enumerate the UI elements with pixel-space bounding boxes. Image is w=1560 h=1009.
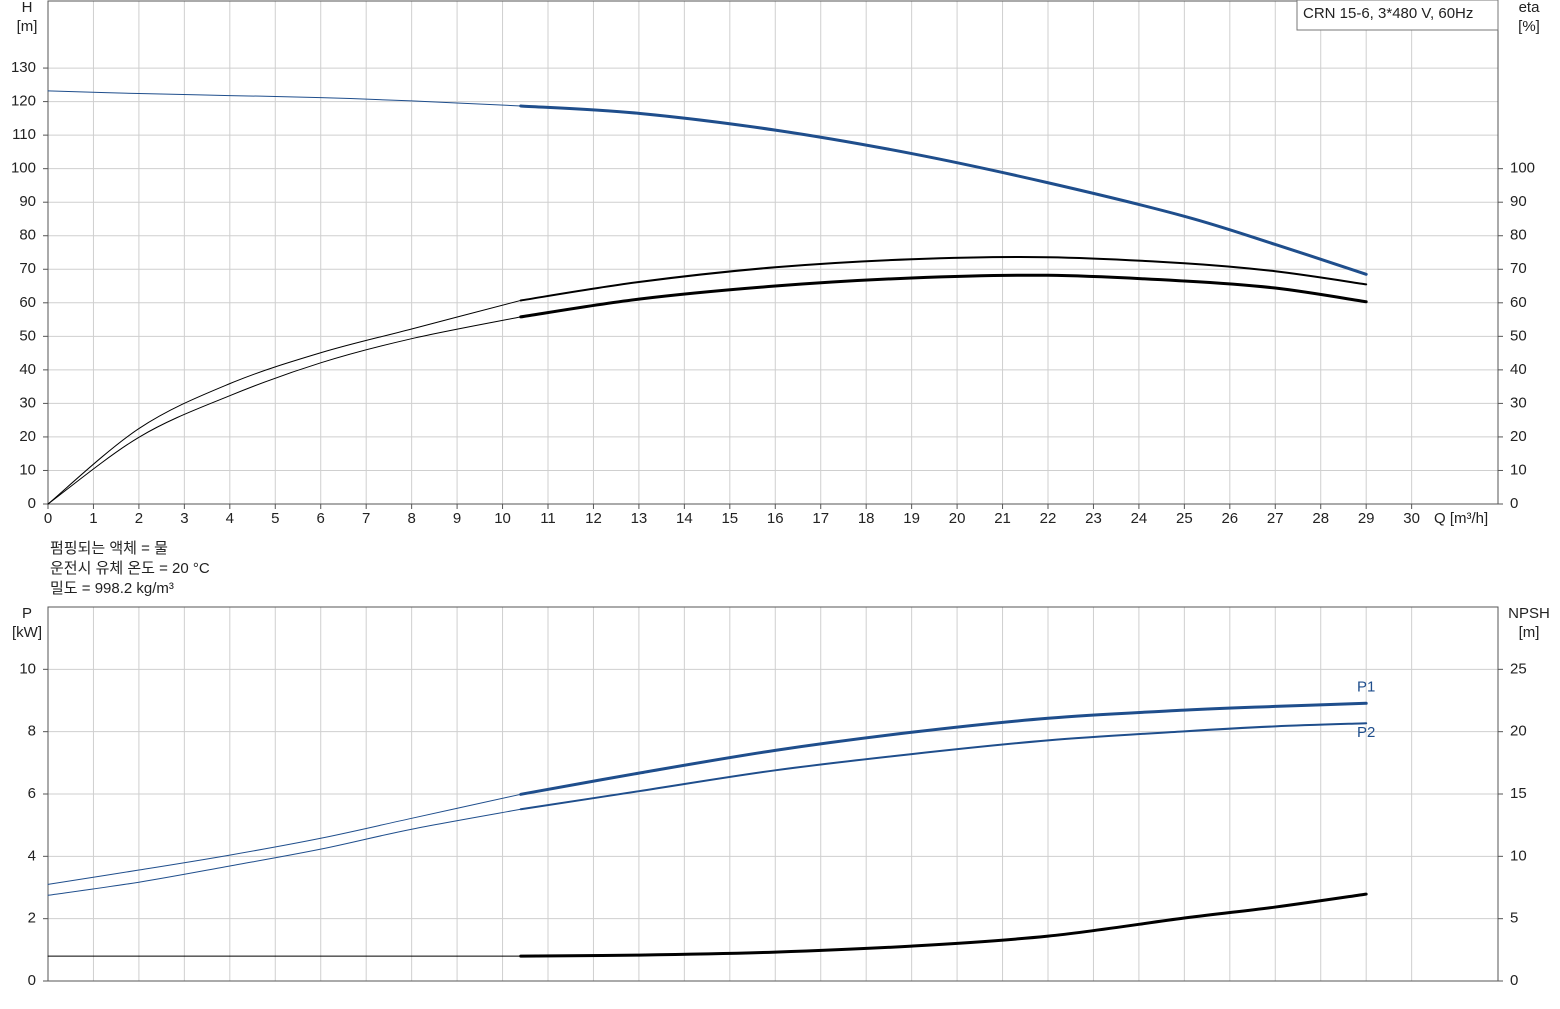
x-tick-label: 9	[453, 510, 461, 527]
curve	[519, 892, 1368, 958]
x-tick-label: 26	[1221, 510, 1238, 527]
x-tick-label: 19	[903, 510, 920, 527]
y-tick-label: 6	[28, 785, 36, 802]
y-axis-title: P	[22, 605, 32, 622]
x-tick-label: 6	[317, 510, 325, 527]
x-tick-label: 3	[180, 510, 188, 527]
x-tick-label: 16	[767, 510, 784, 527]
y2-tick-label: 5	[1510, 910, 1518, 927]
y-tick-label: 50	[19, 327, 36, 344]
curve	[47, 808, 522, 896]
x-tick-label: 15	[721, 510, 738, 527]
x-tick-label: 0	[44, 510, 52, 527]
y2-tick-label: 25	[1510, 660, 1527, 677]
y-tick-label: 10	[19, 660, 36, 677]
x-axis-title: Q [m³/h]	[1434, 510, 1488, 527]
y-tick-label: 0	[28, 495, 36, 512]
y-tick-label: 4	[28, 847, 36, 864]
y2-tick-label: 20	[1510, 428, 1527, 445]
plot-frame	[47, 606, 1499, 982]
y-tick-label: 110	[12, 126, 36, 143]
x-tick-label: 24	[1131, 510, 1148, 527]
x-tick-label: 22	[1040, 510, 1057, 527]
plot-frame	[47, 0, 1499, 505]
y2-tick-label: 20	[1510, 723, 1527, 740]
series-label: P2	[1357, 724, 1375, 741]
x-tick-label: 10	[494, 510, 511, 527]
y-tick-label: 100	[11, 160, 36, 177]
curve	[47, 90, 522, 107]
condition-text: 밀도 = 998.2 kg/m³	[50, 580, 174, 597]
y2-tick-label: 10	[1510, 847, 1527, 864]
x-tick-label: 17	[812, 510, 829, 527]
condition-text: 운전시 유체 온도 = 20 °C	[50, 560, 210, 577]
curve	[519, 104, 1368, 276]
y-axis-unit: [m]	[17, 18, 38, 35]
y2-tick-label: 50	[1510, 327, 1527, 344]
y-tick-label: 20	[19, 428, 36, 445]
y-tick-label: 80	[19, 227, 36, 244]
legend-box	[1296, 0, 1499, 31]
y2-axis-unit: [%]	[1518, 18, 1540, 35]
y-tick-label: 70	[19, 260, 36, 277]
y2-tick-label: 70	[1510, 260, 1527, 277]
y2-tick-label: 80	[1510, 227, 1527, 244]
legend-text: CRN 15-6, 3*480 V, 60Hz	[1303, 5, 1473, 22]
y2-axis-title: eta	[1519, 0, 1541, 16]
x-tick-label: 13	[631, 510, 648, 527]
y2-axis-unit: [m]	[1519, 624, 1540, 641]
curve	[47, 316, 522, 505]
condition-text: 펌핑되는 액체 = 물	[50, 540, 168, 557]
y-tick-label: 130	[11, 59, 36, 76]
y2-tick-label: 10	[1510, 461, 1527, 478]
y2-tick-label: 0	[1510, 495, 1518, 512]
curve	[519, 273, 1368, 319]
y2-tick-label: 15	[1510, 785, 1527, 802]
curve	[47, 299, 522, 505]
y-tick-label: 10	[19, 461, 36, 478]
curve	[519, 701, 1368, 796]
y-tick-label: 120	[11, 93, 36, 110]
y-tick-label: 40	[19, 361, 36, 378]
x-tick-label: 8	[407, 510, 415, 527]
y-tick-label: 0	[28, 972, 36, 989]
x-tick-label: 12	[585, 510, 602, 527]
y2-axis-title: NPSH	[1508, 605, 1550, 622]
x-tick-label: 29	[1358, 510, 1375, 527]
x-tick-label: 23	[1085, 510, 1102, 527]
curve	[47, 793, 522, 885]
x-tick-label: 11	[540, 510, 556, 527]
curve	[519, 722, 1368, 811]
y-axis-title: H	[22, 0, 33, 16]
x-tick-label: 4	[226, 510, 234, 527]
y-tick-label: 8	[28, 723, 36, 740]
x-tick-label: 27	[1267, 510, 1284, 527]
x-tick-label: 5	[271, 510, 279, 527]
series-label: P1	[1357, 678, 1375, 695]
y2-tick-label: 90	[1510, 193, 1527, 210]
y-tick-label: 60	[19, 294, 36, 311]
x-tick-label: 28	[1312, 510, 1329, 527]
x-tick-label: 20	[949, 510, 966, 527]
y2-tick-label: 0	[1510, 972, 1518, 989]
x-tick-label: 14	[676, 510, 693, 527]
x-tick-label: 18	[858, 510, 875, 527]
x-tick-label: 21	[994, 510, 1011, 527]
x-tick-label: 2	[135, 510, 143, 527]
y-tick-label: 2	[28, 910, 36, 927]
y-tick-label: 90	[19, 193, 36, 210]
x-tick-label: 1	[89, 510, 97, 527]
y-axis-unit: [kW]	[12, 624, 42, 641]
y2-tick-label: 100	[1510, 160, 1535, 177]
x-tick-label: 25	[1176, 510, 1193, 527]
x-tick-label: 30	[1403, 510, 1420, 527]
y2-tick-label: 30	[1510, 394, 1527, 411]
y2-tick-label: 60	[1510, 294, 1527, 311]
y2-tick-label: 40	[1510, 361, 1527, 378]
x-tick-label: 7	[362, 510, 370, 527]
y-tick-label: 30	[19, 394, 36, 411]
curve	[519, 255, 1368, 302]
